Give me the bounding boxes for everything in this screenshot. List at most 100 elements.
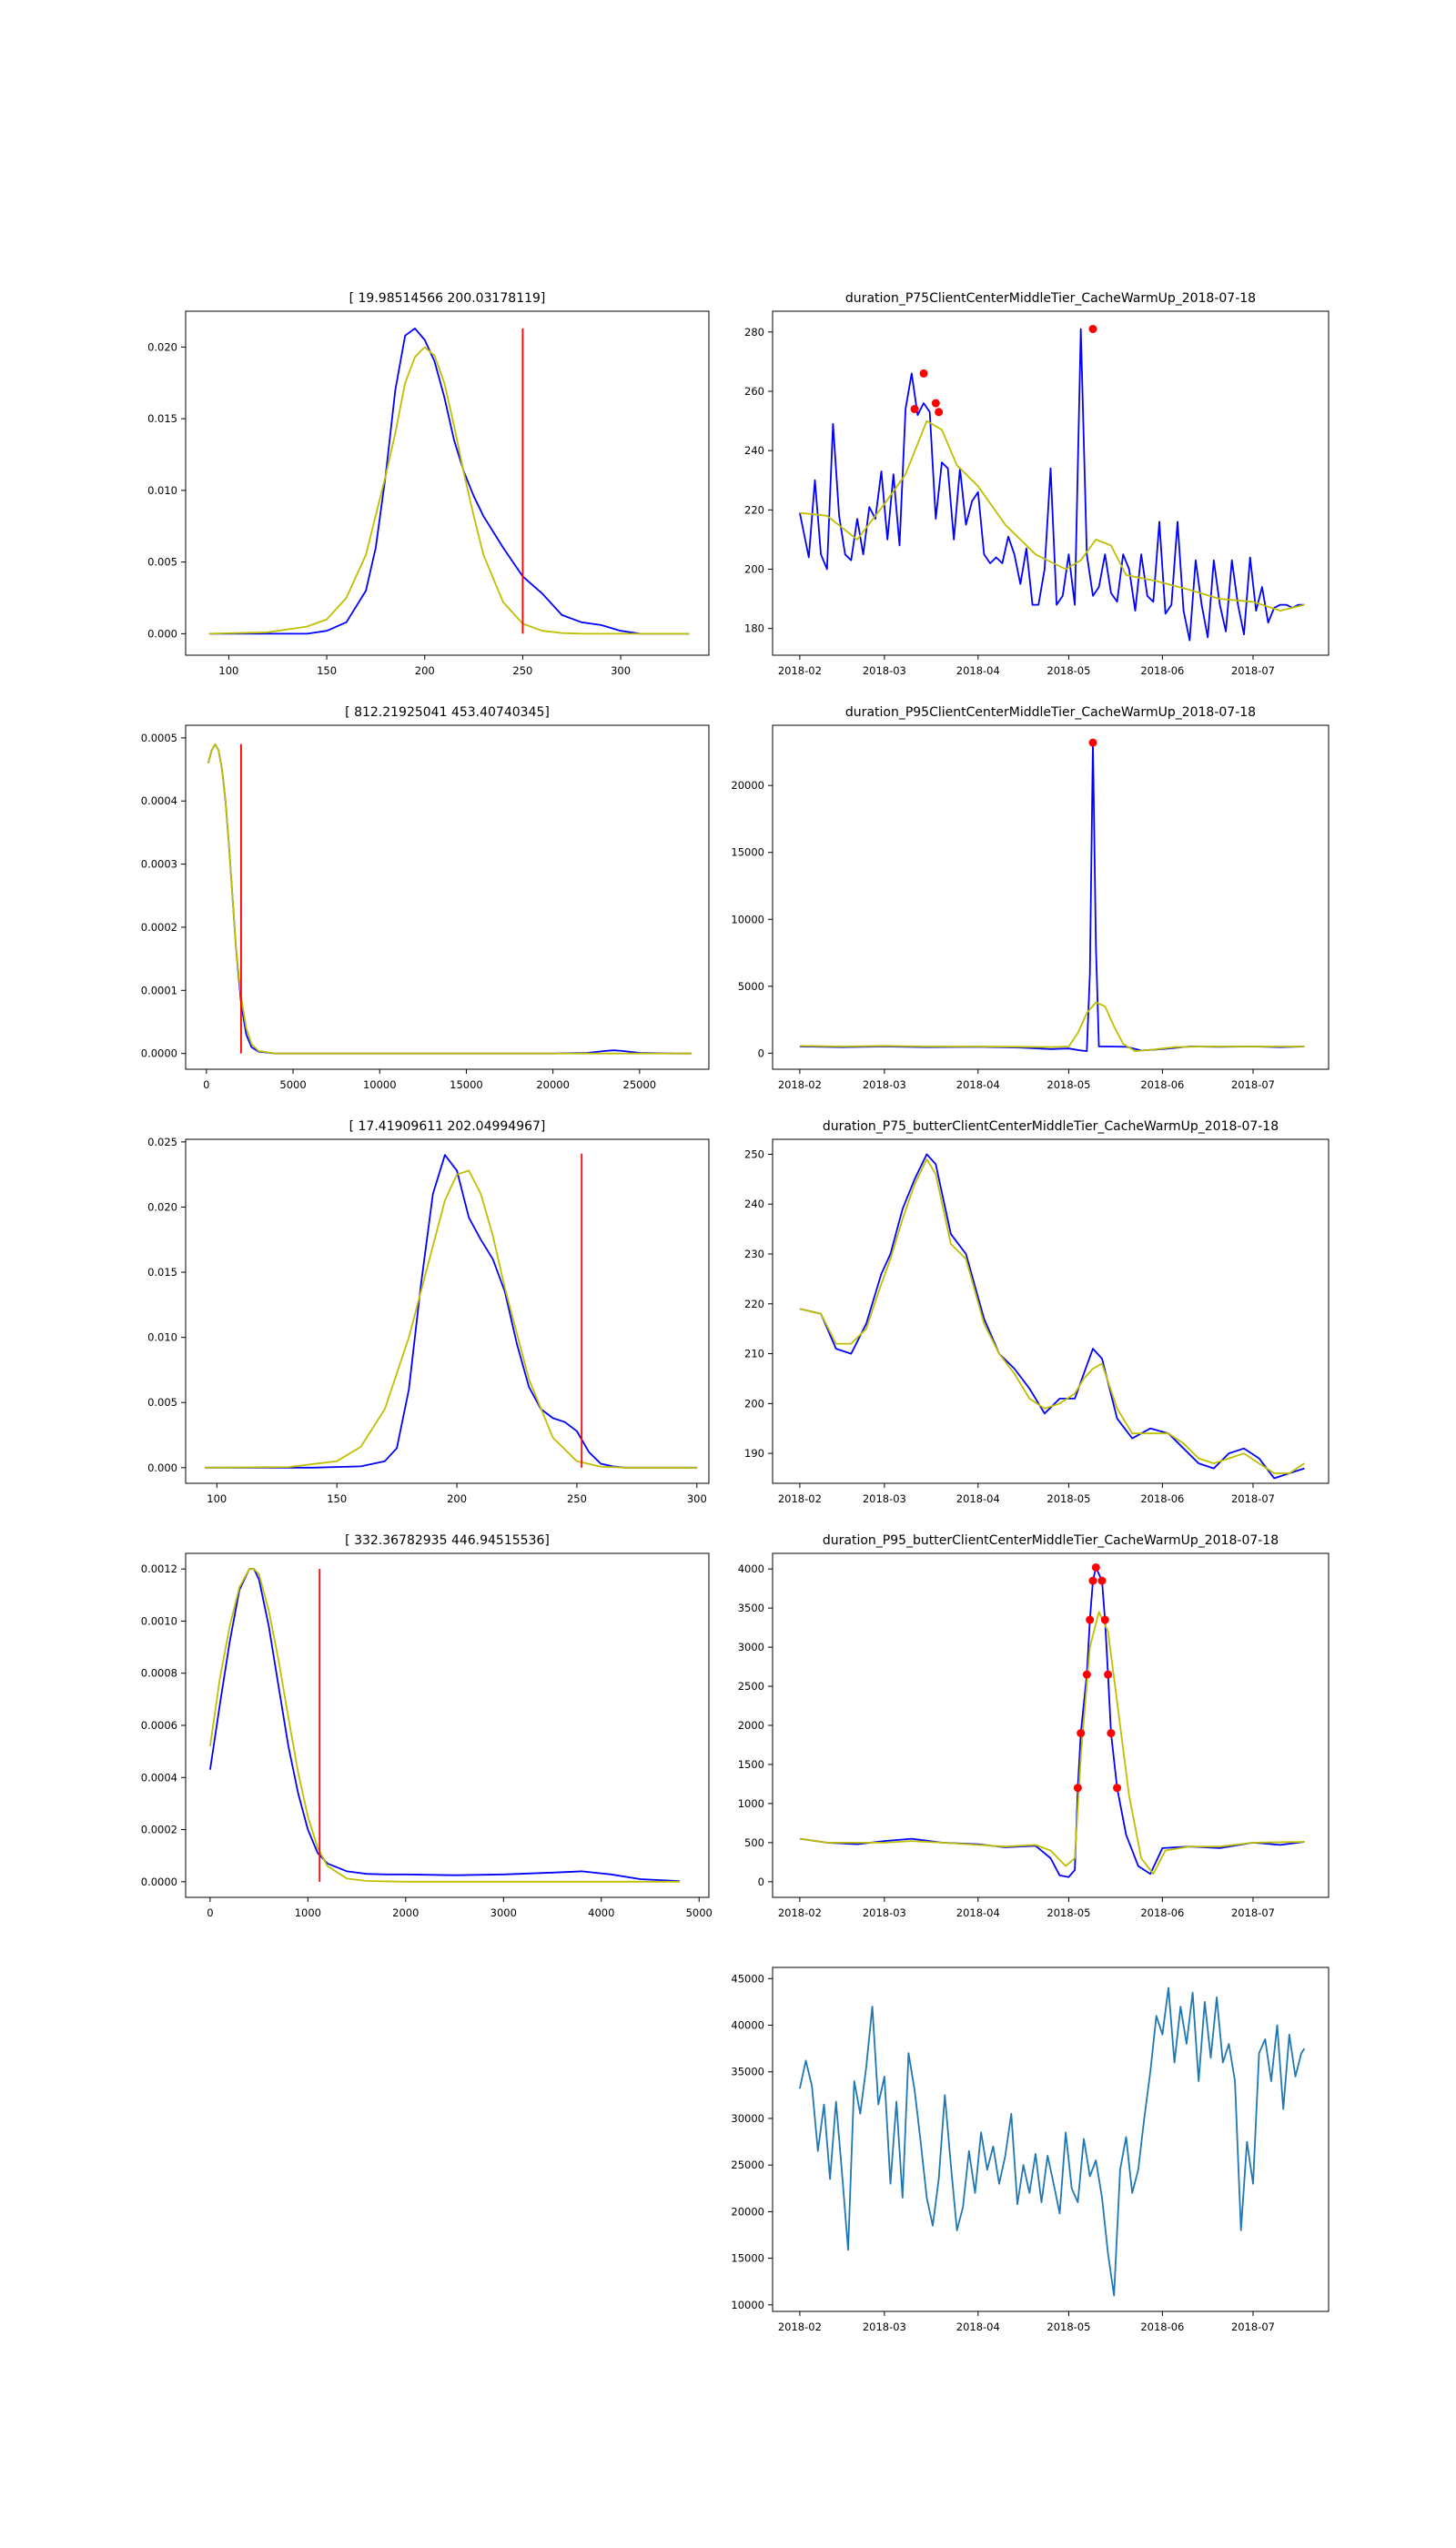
y-tick-label: 0.0002: [141, 921, 177, 934]
y-tick-label: 0.0010: [141, 1614, 177, 1627]
x-tick-label: 2018-05: [1046, 1492, 1090, 1505]
x-tick-label: 2018-04: [956, 1906, 1000, 1919]
x-tick-label: 1000: [295, 1906, 321, 1919]
chart-panel-5: [ 17.41909611 202.04994967] 100 150 200 250 3…: [147, 1119, 710, 1505]
y-tick-label: 0.005: [147, 556, 177, 569]
anomaly-point: [1082, 1670, 1091, 1679]
y-tick-label: 35000: [731, 2066, 764, 2078]
x-tick-label: 25000: [623, 1078, 657, 1091]
y-tick-label: 0.005: [147, 1396, 177, 1409]
y-tick-label: 0.0000: [141, 1047, 177, 1060]
y-tick-label: 220: [744, 1298, 764, 1310]
x-tick-label: 2018-02: [778, 664, 822, 677]
y-tick-label: 200: [744, 563, 764, 576]
y-tick-label: 190: [744, 1447, 764, 1460]
chart-title: duration_P75_butterClientCenterMiddleTie…: [823, 1119, 1279, 1134]
y-tick-label: 240: [744, 444, 764, 457]
y-tick-label: 0.0005: [141, 732, 177, 744]
x-tick-label: 2018-07: [1231, 1906, 1275, 1919]
chart-panel-6: duration_P75_butterClientCenterMiddleTie…: [744, 1119, 1330, 1505]
y-tick-label: 10000: [731, 913, 764, 925]
x-tick-label: 300: [687, 1492, 707, 1505]
series-line-blue: [799, 1566, 1305, 1878]
series-line-yellow: [207, 743, 692, 1055]
series-line-c0: [799, 1987, 1306, 2297]
x-tick-label: 150: [317, 664, 337, 677]
x-tick-label: 2018-03: [863, 2320, 906, 2333]
x-tick-label: 2000: [392, 1906, 419, 1919]
plot-area: [799, 742, 1305, 1052]
plot-area: [209, 1568, 680, 1883]
y-tick-label: 0.0008: [141, 1667, 177, 1680]
x-tick-label: 200: [447, 1492, 467, 1505]
series-line-yellow: [799, 1158, 1305, 1474]
x-tick-label: 2018-03: [863, 1078, 906, 1091]
y-tick-label: 0.000: [147, 627, 177, 640]
y-tick-label: 280: [744, 326, 764, 339]
series-line-yellow: [209, 1568, 680, 1883]
x-tick-label: 250: [512, 664, 532, 677]
x-tick-label: 2018-07: [1231, 664, 1275, 677]
anomaly-point: [1077, 1729, 1086, 1738]
y-tick-label: 0.020: [147, 340, 177, 353]
chart-title: duration_P95_butterClientCenterMiddleTie…: [823, 1533, 1279, 1548]
x-tick-label: 2018-06: [1140, 664, 1184, 677]
anomaly-point: [1088, 1576, 1097, 1585]
y-tick-label: 180: [744, 622, 764, 635]
series-line-yellow: [205, 1169, 697, 1469]
series-line-blue: [207, 743, 692, 1055]
y-tick-label: 260: [744, 385, 764, 398]
x-tick-label: 2018-03: [863, 1492, 906, 1505]
anomaly-point: [1104, 1670, 1113, 1679]
chart-panel-2: duration_P75ClientCenterMiddleTier_Cache…: [744, 291, 1330, 677]
anomaly-point: [1091, 1562, 1100, 1572]
series-line-yellow: [208, 346, 690, 635]
y-tick-label: 25000: [731, 2159, 764, 2171]
x-tick-label: 2018-04: [956, 664, 1000, 677]
x-tick-label: 2018-02: [778, 1492, 822, 1505]
series-line-blue: [205, 1154, 697, 1469]
x-tick-label: 100: [207, 1492, 227, 1505]
x-tick-label: 2018-07: [1231, 2320, 1275, 2333]
x-tick-label: 2018-05: [1046, 2320, 1090, 2333]
y-tick-label: 0: [758, 1876, 764, 1888]
chart-panel-9: 2018-02 2018-03 2018-04 2018-05 2018-06 2018-…: [731, 1967, 1330, 2333]
axes-frame: [185, 724, 710, 1070]
x-tick-label: 2018-06: [1140, 1906, 1184, 1919]
y-tick-label: 0.000: [147, 1461, 177, 1474]
anomaly-point: [1073, 1784, 1082, 1793]
y-tick-label: 3500: [738, 1602, 764, 1614]
y-tick-label: 500: [744, 1836, 764, 1849]
x-tick-label: 2018-02: [778, 2320, 822, 2333]
y-tick-label: 5000: [738, 980, 764, 993]
y-tick-label: 0.020: [147, 1200, 177, 1213]
x-tick-label: 3000: [490, 1906, 517, 1919]
x-tick-label: 4000: [588, 1906, 614, 1919]
series-line-blue: [799, 328, 1305, 642]
y-tick-label: 0.0006: [141, 1719, 177, 1732]
chart-title: duration_P75ClientCenterMiddleTier_Cache…: [845, 291, 1256, 306]
anomaly-point: [1088, 738, 1097, 747]
anomaly-point: [1113, 1784, 1122, 1793]
anomaly-point: [919, 369, 928, 378]
x-tick-label: 100: [218, 664, 238, 677]
anomaly-point: [1100, 1615, 1109, 1624]
anomaly-point: [910, 405, 919, 414]
y-tick-label: 40000: [731, 2019, 764, 2032]
y-tick-label: 240: [744, 1198, 764, 1210]
x-tick-label: 2018-02: [778, 1906, 822, 1919]
x-tick-label: 2018-02: [778, 1078, 822, 1091]
anomaly-point: [1097, 1576, 1107, 1585]
axes-frame: [772, 1967, 1330, 2312]
y-tick-label: 15000: [731, 2252, 764, 2265]
x-tick-label: 2018-03: [863, 664, 906, 677]
y-tick-label: 20000: [731, 2205, 764, 2218]
x-tick-label: 2018-03: [863, 1906, 906, 1919]
x-tick-label: 2018-06: [1140, 1078, 1184, 1091]
x-tick-label: 0: [207, 1906, 213, 1919]
y-tick-label: 0.015: [147, 1266, 177, 1279]
plot-area: [208, 327, 690, 635]
y-tick-label: 15000: [731, 846, 764, 859]
chart-panel-7: [ 332.36782935 446.94515536] 0 1000 2000 300…: [141, 1533, 713, 1919]
x-tick-label: 2018-05: [1046, 664, 1090, 677]
